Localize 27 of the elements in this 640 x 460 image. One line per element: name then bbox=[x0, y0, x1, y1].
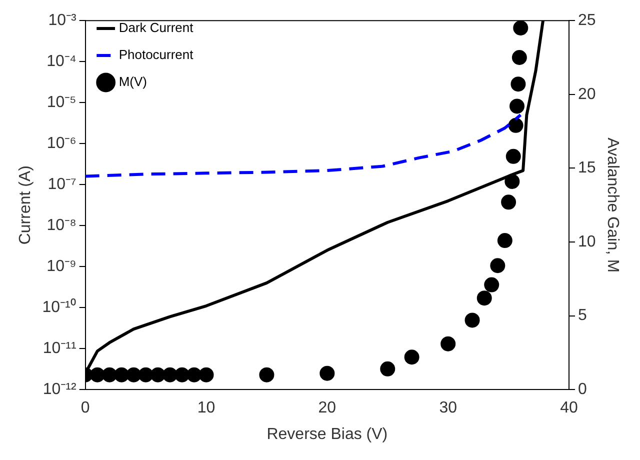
y2-tick-label: 25 bbox=[578, 12, 596, 30]
legend-label: M(V) bbox=[118, 74, 147, 90]
y-tick-label: 10⁻⁷ bbox=[48, 176, 77, 194]
y2-tick-label: 0 bbox=[578, 381, 588, 398]
x-tick-label: 30 bbox=[439, 400, 458, 417]
y-tick-label: 10⁻¹⁰ bbox=[42, 298, 76, 316]
y-tick-label: 10⁻¹² bbox=[42, 381, 77, 398]
y2-tick-label: 20 bbox=[578, 86, 596, 103]
y2-tick-label: 15 bbox=[578, 160, 596, 177]
legend-label: Photocurrent bbox=[118, 47, 194, 62]
x-tick-label: 0 bbox=[80, 400, 90, 417]
y-tick-label: 10⁻³ bbox=[48, 12, 77, 30]
y-tick-label: 10⁻⁸ bbox=[46, 217, 76, 234]
y-tick-label: 10⁻¹¹ bbox=[42, 340, 76, 358]
y2-axis-title: Avalanche Gain, M bbox=[604, 138, 621, 273]
y-tick-label: 10⁻⁵ bbox=[46, 94, 76, 112]
legend-label: Dark Current bbox=[118, 20, 194, 36]
y-tick-label: 10⁻⁴ bbox=[46, 53, 76, 70]
y-tick-label: 10⁻⁹ bbox=[46, 258, 76, 276]
x-tick-label: 20 bbox=[318, 400, 336, 417]
x-axis-title: Reverse Bias (V) bbox=[266, 426, 388, 443]
y2-tick-label: 5 bbox=[578, 307, 588, 324]
y2-tick-label: 10 bbox=[578, 233, 596, 250]
x-tick-label: 40 bbox=[560, 400, 578, 417]
y-axis-title: Current (A) bbox=[17, 166, 34, 245]
y-tick-label: 10⁻⁶ bbox=[46, 135, 76, 152]
x-tick-label: 10 bbox=[197, 400, 216, 417]
